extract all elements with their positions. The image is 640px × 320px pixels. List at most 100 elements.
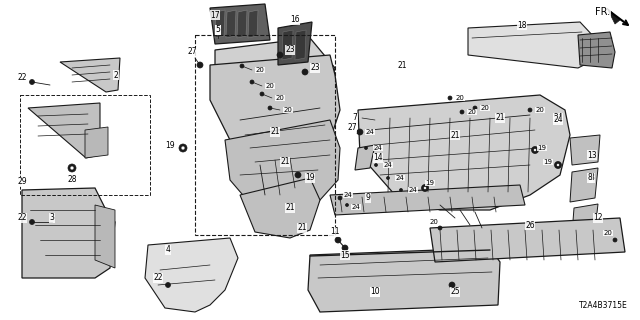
- Circle shape: [554, 162, 561, 169]
- Polygon shape: [308, 248, 500, 312]
- Text: 19: 19: [305, 173, 315, 182]
- Polygon shape: [355, 145, 375, 170]
- Text: 24: 24: [351, 204, 360, 210]
- Circle shape: [68, 164, 76, 172]
- Circle shape: [438, 226, 442, 230]
- Polygon shape: [282, 30, 293, 60]
- Text: 4: 4: [166, 245, 170, 254]
- Text: 24: 24: [344, 192, 353, 198]
- Circle shape: [557, 164, 559, 166]
- Polygon shape: [210, 4, 270, 44]
- Polygon shape: [578, 32, 615, 68]
- Circle shape: [473, 106, 477, 110]
- Text: 12: 12: [593, 213, 603, 222]
- Text: 20: 20: [468, 109, 476, 115]
- Text: 22: 22: [17, 74, 27, 83]
- Polygon shape: [60, 58, 120, 92]
- Polygon shape: [278, 22, 312, 65]
- Polygon shape: [85, 127, 108, 158]
- Circle shape: [460, 110, 464, 114]
- Text: 23: 23: [285, 45, 295, 54]
- Circle shape: [240, 64, 244, 68]
- Polygon shape: [570, 168, 598, 202]
- Circle shape: [342, 245, 348, 251]
- Polygon shape: [430, 218, 625, 262]
- Polygon shape: [295, 30, 306, 60]
- Circle shape: [197, 62, 203, 68]
- Circle shape: [528, 108, 532, 112]
- Text: 8: 8: [588, 173, 593, 182]
- Text: 18: 18: [517, 20, 527, 29]
- Polygon shape: [95, 205, 115, 268]
- Text: 25: 25: [450, 287, 460, 297]
- Circle shape: [268, 106, 272, 110]
- Circle shape: [357, 129, 363, 135]
- Circle shape: [166, 283, 170, 287]
- Circle shape: [29, 220, 35, 225]
- Circle shape: [70, 166, 74, 170]
- Text: 24: 24: [374, 145, 382, 151]
- Text: 19: 19: [543, 159, 552, 165]
- Text: 20: 20: [255, 67, 264, 73]
- Polygon shape: [28, 103, 100, 158]
- Text: 24: 24: [553, 114, 563, 123]
- Text: 21: 21: [285, 204, 295, 212]
- Text: 5: 5: [216, 26, 220, 35]
- Circle shape: [277, 52, 283, 58]
- Text: 20: 20: [604, 230, 612, 236]
- Text: 22: 22: [17, 213, 27, 222]
- Polygon shape: [215, 38, 335, 110]
- Text: FR.: FR.: [595, 7, 610, 17]
- Text: 27: 27: [347, 124, 357, 132]
- Polygon shape: [226, 10, 236, 38]
- Text: 20: 20: [429, 219, 438, 225]
- Polygon shape: [22, 188, 115, 278]
- Circle shape: [295, 172, 301, 178]
- Text: 19: 19: [426, 180, 435, 186]
- Text: 5: 5: [216, 26, 220, 35]
- Polygon shape: [225, 120, 340, 220]
- Circle shape: [448, 96, 452, 100]
- Circle shape: [422, 185, 429, 191]
- Text: 8: 8: [589, 173, 595, 182]
- Text: 20: 20: [536, 107, 545, 113]
- Text: 15: 15: [340, 251, 350, 260]
- Polygon shape: [145, 238, 238, 312]
- Text: 14: 14: [373, 154, 383, 163]
- Circle shape: [365, 147, 367, 149]
- Text: 21: 21: [270, 127, 280, 137]
- Text: 28: 28: [67, 175, 77, 185]
- Text: 22: 22: [153, 274, 163, 283]
- Circle shape: [449, 282, 455, 288]
- Polygon shape: [358, 95, 570, 210]
- Circle shape: [250, 80, 254, 84]
- Circle shape: [346, 204, 349, 206]
- Text: 2: 2: [114, 70, 118, 79]
- Text: 24: 24: [396, 175, 404, 181]
- Text: 19: 19: [165, 140, 175, 149]
- Circle shape: [374, 164, 378, 166]
- Text: 21: 21: [280, 157, 290, 166]
- Circle shape: [338, 196, 342, 200]
- Text: 20: 20: [276, 95, 284, 101]
- Circle shape: [260, 92, 264, 96]
- Text: 23: 23: [310, 63, 320, 73]
- Text: 3: 3: [49, 213, 54, 222]
- Text: 24: 24: [383, 162, 392, 168]
- Text: 29: 29: [17, 178, 27, 187]
- Circle shape: [399, 188, 403, 191]
- Text: 20: 20: [456, 95, 465, 101]
- Polygon shape: [330, 185, 525, 215]
- Text: 13: 13: [587, 150, 597, 159]
- Text: 20: 20: [266, 83, 275, 89]
- Circle shape: [29, 79, 35, 84]
- Text: 24: 24: [553, 116, 563, 124]
- Circle shape: [534, 148, 536, 151]
- Text: 7: 7: [353, 114, 357, 123]
- Text: 21: 21: [397, 60, 407, 69]
- Circle shape: [179, 144, 187, 152]
- Polygon shape: [468, 22, 595, 68]
- Text: T2A4B3715E: T2A4B3715E: [579, 301, 628, 310]
- Circle shape: [181, 146, 185, 150]
- Bar: [195, 35, 335, 235]
